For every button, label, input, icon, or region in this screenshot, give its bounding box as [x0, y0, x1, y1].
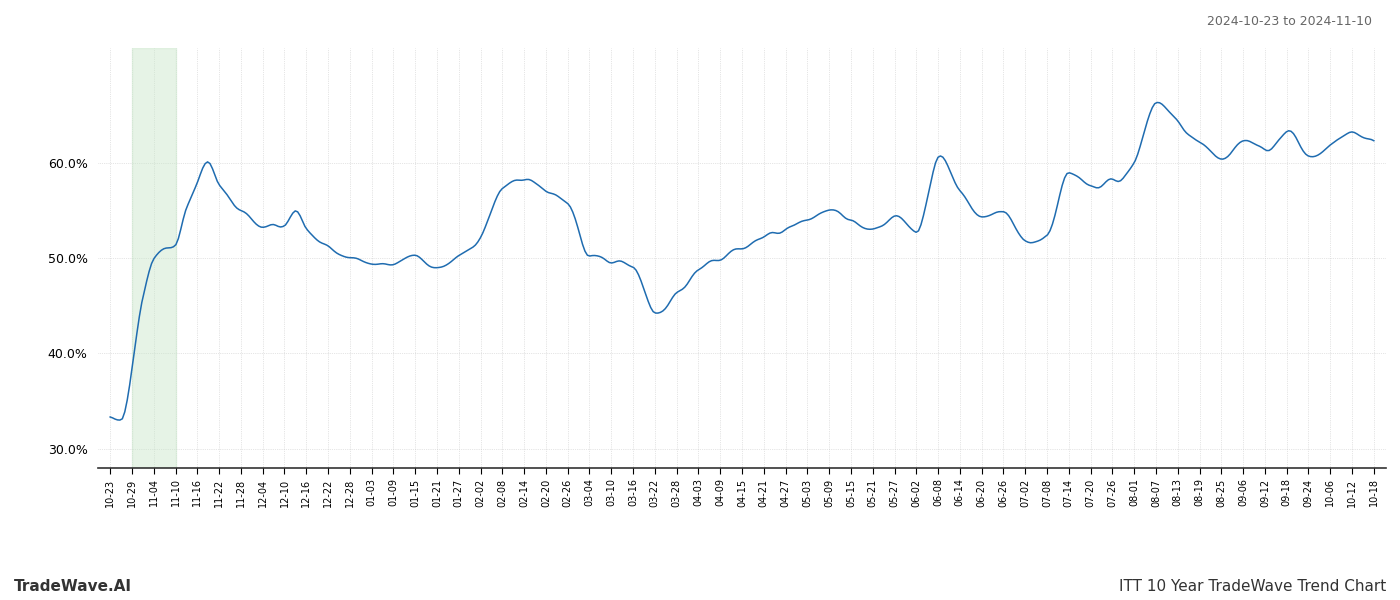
Text: ITT 10 Year TradeWave Trend Chart: ITT 10 Year TradeWave Trend Chart: [1119, 579, 1386, 594]
Text: TradeWave.AI: TradeWave.AI: [14, 579, 132, 594]
Text: 2024-10-23 to 2024-11-10: 2024-10-23 to 2024-11-10: [1207, 15, 1372, 28]
Bar: [132, 48, 175, 468]
